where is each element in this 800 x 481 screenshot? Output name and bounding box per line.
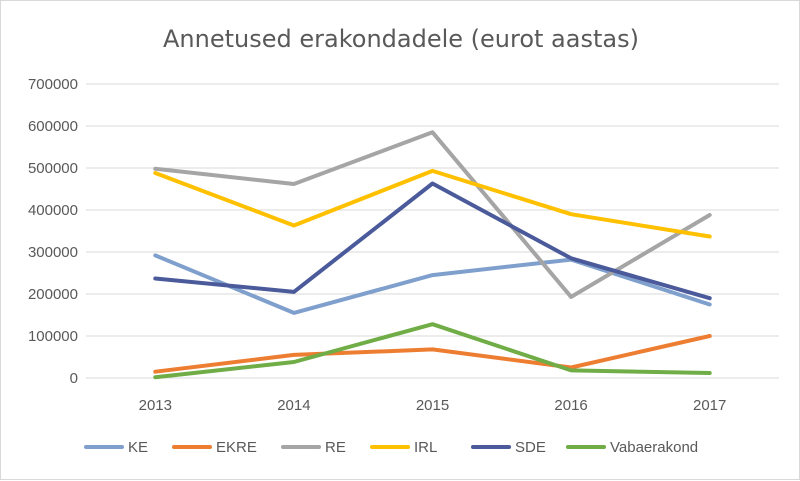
y-tick-label: 300000 [28,244,78,261]
x-tick-label: 2013 [139,397,172,414]
y-tick-label: 700000 [28,76,78,93]
x-tick-label: 2014 [277,397,310,414]
y-axis-ticks: 0 100000 200000 300000 400000 500000 600000 700… [28,76,78,387]
y-tick-label: 400000 [28,202,78,219]
legend-label-re: RE [325,439,346,456]
series-line-sde [155,184,709,299]
x-tick-label: 2015 [416,397,449,414]
legend-label-irl: IRL [414,439,437,456]
y-tick-label: 600000 [28,118,78,135]
y-tick-label: 0 [70,370,78,387]
x-tick-label: 2016 [554,397,587,414]
x-tick-label: 2017 [693,397,726,414]
legend: KE EKRE RE IRL SDE Vabaerakond [86,439,698,456]
legend-label-sde: SDE [515,439,546,456]
y-tick-label: 100000 [28,328,78,345]
legend-label-ekre: EKRE [216,439,257,456]
x-axis-ticks: 2013 2014 2015 2016 2017 [139,397,727,414]
legend-label-vabaerakond: Vabaerakond [610,439,698,456]
y-tick-label: 500000 [28,160,78,177]
legend-label-ke: KE [128,439,148,456]
series-lines [155,132,710,377]
y-tick-label: 200000 [28,286,78,303]
series-line-irl [155,171,709,237]
chart-title: Annetused erakondadele (eurot aastas) [163,25,639,53]
